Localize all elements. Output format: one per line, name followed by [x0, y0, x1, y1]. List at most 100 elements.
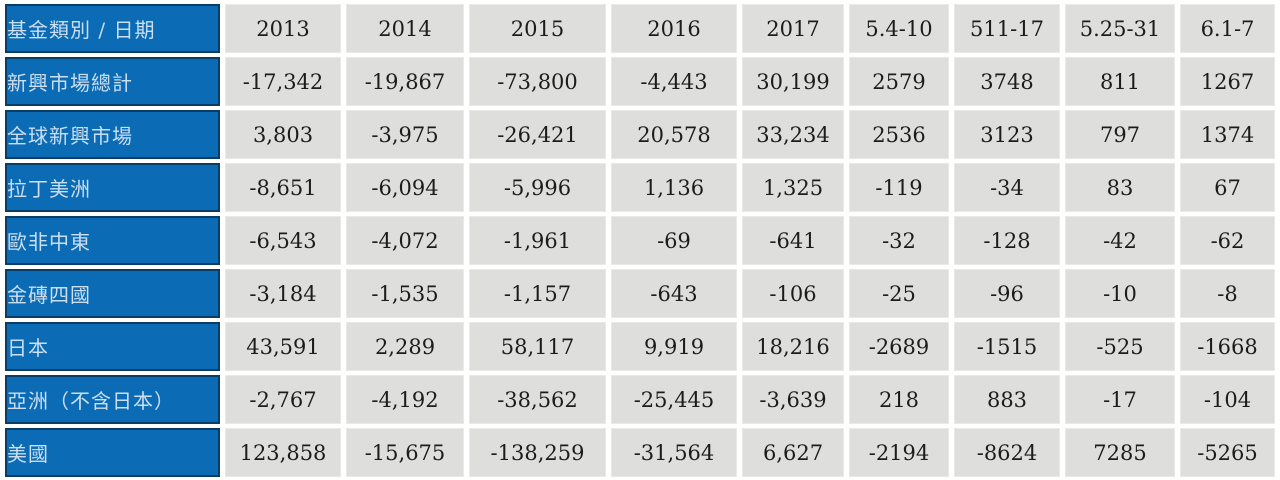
value-cell: -17,342: [225, 57, 341, 106]
value-cell: 3,803: [225, 110, 341, 159]
value-cell: -525: [1065, 322, 1175, 371]
value-cell: -73,800: [469, 57, 606, 106]
value-cell: 1,136: [611, 163, 737, 212]
value-cell: -4,072: [346, 216, 464, 265]
value-cell: -4,192: [346, 375, 464, 424]
value-cell: -6,543: [225, 216, 341, 265]
value-cell: -69: [611, 216, 737, 265]
value-cell: -2194: [849, 428, 949, 477]
column-header-cell: 2016: [611, 4, 737, 53]
column-header-cell: 6.1-7: [1180, 4, 1275, 53]
value-cell: -641: [742, 216, 844, 265]
value-cell: 20,578: [611, 110, 737, 159]
value-cell: 218: [849, 375, 949, 424]
value-cell: 9,919: [611, 322, 737, 371]
value-cell: -3,184: [225, 269, 341, 318]
value-cell: -15,675: [346, 428, 464, 477]
value-cell: -1668: [1180, 322, 1275, 371]
value-cell: -42: [1065, 216, 1175, 265]
value-cell: 43,591: [225, 322, 341, 371]
value-cell: -106: [742, 269, 844, 318]
value-cell: 30,199: [742, 57, 844, 106]
value-cell: 83: [1065, 163, 1175, 212]
value-cell: -4,443: [611, 57, 737, 106]
header-row: 基金類別 / 日期 2013 2014 2015 2016 2017 5.4-10 511-1…: [5, 4, 1275, 53]
row-label-cell: 歐非中東: [5, 216, 220, 265]
value-cell: 3748: [954, 57, 1060, 106]
value-cell: -104: [1180, 375, 1275, 424]
value-cell: 883: [954, 375, 1060, 424]
value-cell: 1267: [1180, 57, 1275, 106]
column-header-cell: 2017: [742, 4, 844, 53]
value-cell: 6,627: [742, 428, 844, 477]
value-cell: -34: [954, 163, 1060, 212]
value-cell: -1,535: [346, 269, 464, 318]
row-label-cell: 金磚四國: [5, 269, 220, 318]
table-row: 金磚四國 -3,184 -1,535 -1,157 -643 -106 -25 -96 -10-…: [5, 269, 1275, 318]
value-cell: -8,651: [225, 163, 341, 212]
column-header-cell: 511-17: [954, 4, 1060, 53]
value-cell: 7285: [1065, 428, 1175, 477]
table-row: 美國 123,858 -15,675 -138,259 -31,564 6,627 -219…: [5, 428, 1275, 477]
value-cell: -3,975: [346, 110, 464, 159]
row-label-cell: 亞洲（不含日本）: [5, 375, 220, 424]
table-row: 日本 43,591 2,289 58,117 9,919 18,216 -2689 -1515…: [5, 322, 1275, 371]
value-cell: -38,562: [469, 375, 606, 424]
value-cell: 811: [1065, 57, 1175, 106]
value-cell: -128: [954, 216, 1060, 265]
table-row: 全球新興市場 3,803 -3,975 -26,421 20,578 33,234 2536…: [5, 110, 1275, 159]
value-cell: -1515: [954, 322, 1060, 371]
value-cell: 1,325: [742, 163, 844, 212]
value-cell: -26,421: [469, 110, 606, 159]
value-cell: 797: [1065, 110, 1175, 159]
value-cell: 18,216: [742, 322, 844, 371]
row-label-cell: 新興市場總計: [5, 57, 220, 106]
value-cell: 2,289: [346, 322, 464, 371]
column-header-cell: 2015: [469, 4, 606, 53]
value-cell: -138,259: [469, 428, 606, 477]
table-row: 拉丁美洲 -8,651 -6,094 -5,996 1,136 1,325 -119 -34 8…: [5, 163, 1275, 212]
value-cell: 2536: [849, 110, 949, 159]
column-header-cell: 2014: [346, 4, 464, 53]
value-cell: -119: [849, 163, 949, 212]
table-row: 亞洲（不含日本） -2,767 -4,192 -38,562 -25,445 -3,639…: [5, 375, 1275, 424]
value-cell: -31,564: [611, 428, 737, 477]
row-label-cell: 美國: [5, 428, 220, 477]
value-cell: -32: [849, 216, 949, 265]
value-cell: 67: [1180, 163, 1275, 212]
value-cell: -1,157: [469, 269, 606, 318]
value-cell: -2689: [849, 322, 949, 371]
value-cell: -10: [1065, 269, 1175, 318]
value-cell: -2,767: [225, 375, 341, 424]
value-cell: -3,639: [742, 375, 844, 424]
value-cell: -19,867: [346, 57, 464, 106]
value-cell: -25,445: [611, 375, 737, 424]
value-cell: -5,996: [469, 163, 606, 212]
row-label-cell: 日本: [5, 322, 220, 371]
value-cell: -8624: [954, 428, 1060, 477]
value-cell: -25: [849, 269, 949, 318]
row-label-cell: 全球新興市場: [5, 110, 220, 159]
table-row: 歐非中東 -6,543 -4,072 -1,961 -69 -641 -32 -128 -42-…: [5, 216, 1275, 265]
value-cell: 123,858: [225, 428, 341, 477]
value-cell: 1374: [1180, 110, 1275, 159]
value-cell: -8: [1180, 269, 1275, 318]
value-cell: -5265: [1180, 428, 1275, 477]
value-cell: -643: [611, 269, 737, 318]
value-cell: -1,961: [469, 216, 606, 265]
value-cell: 2579: [849, 57, 949, 106]
value-cell: -96: [954, 269, 1060, 318]
column-header-cell: 2013: [225, 4, 341, 53]
table-body: 新興市場總計 -17,342 -19,867 -73,800 -4,443 30,199 2…: [5, 57, 1275, 477]
value-cell: 58,117: [469, 322, 606, 371]
value-cell: 33,234: [742, 110, 844, 159]
value-cell: -17: [1065, 375, 1175, 424]
value-cell: 3123: [954, 110, 1060, 159]
column-header-cell: 5.25-31: [1065, 4, 1175, 53]
value-cell: -6,094: [346, 163, 464, 212]
row-label-cell: 拉丁美洲: [5, 163, 220, 212]
value-cell: -62: [1180, 216, 1275, 265]
column-header-cell: 5.4-10: [849, 4, 949, 53]
